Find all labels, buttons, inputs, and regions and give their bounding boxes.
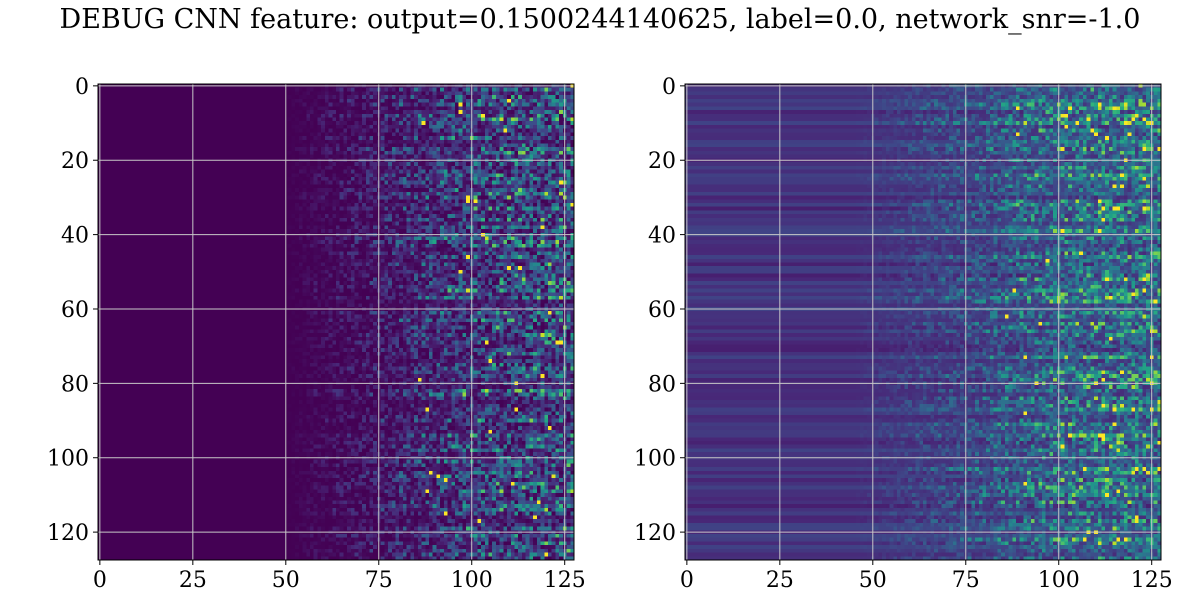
x-tick-label: 100: [1038, 568, 1080, 593]
axes-frame: [97, 83, 575, 561]
y-tick-label: 40: [648, 224, 676, 249]
x-tick-label: 25: [179, 568, 207, 593]
x-tick-label: 100: [451, 568, 493, 593]
y-tick-label: 40: [61, 224, 89, 249]
y-tick-label: 60: [61, 298, 89, 323]
y-tick-label: 120: [47, 521, 89, 546]
y-tick-label: 100: [634, 447, 676, 472]
heatmap-panel-left: 0 25 50 75 100 125 0 20 40 60 80 100 120: [47, 75, 586, 593]
x-tick-label: 25: [766, 568, 794, 593]
x-tick-label: 125: [544, 568, 586, 593]
figure-title: DEBUG CNN feature: output=0.150024414062…: [59, 4, 1141, 35]
x-tick-label: 0: [680, 568, 694, 593]
heatmap-image-0: [98, 84, 574, 560]
x-tick-label: 75: [365, 568, 393, 593]
y-tick-label: 80: [648, 372, 676, 397]
axes-frame: [684, 83, 1162, 561]
y-tick-label: 100: [47, 447, 89, 472]
x-tick-label: 75: [952, 568, 980, 593]
x-tick-label: 50: [272, 568, 300, 593]
x-tick-label: 50: [859, 568, 887, 593]
y-tick-label: 80: [61, 372, 89, 397]
x-tick-label: 0: [93, 568, 107, 593]
y-tick-label: 20: [61, 149, 89, 174]
y-tick-label: 20: [648, 149, 676, 174]
y-tick-label: 0: [662, 75, 676, 100]
heatmap-panel-right: 0 25 50 75 100 125 0 20 40 60 80 100 120: [634, 75, 1173, 593]
heatmap-image-1: [685, 84, 1161, 560]
y-tick-label: 120: [634, 521, 676, 546]
y-tick-label: 60: [648, 298, 676, 323]
y-tick-label: 0: [75, 75, 89, 100]
x-tick-label: 125: [1131, 568, 1173, 593]
